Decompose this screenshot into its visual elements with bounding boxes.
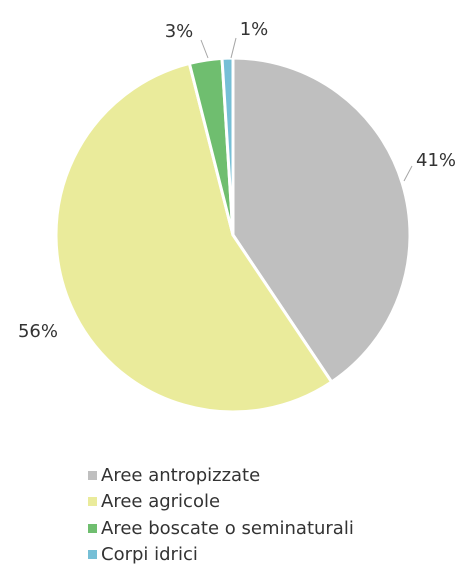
data-label: 1% xyxy=(240,19,269,40)
pie-slice-aree-antropizzate xyxy=(231,56,412,384)
data-label: 41% xyxy=(416,150,456,171)
legend-item: Aree boscate o seminaturali xyxy=(88,515,354,542)
legend-item: Aree antropizzate xyxy=(88,462,354,489)
data-label: 56% xyxy=(18,321,58,342)
legend-item: Aree agricole xyxy=(88,489,354,516)
legend: Aree antropizzate Aree agricole Aree bosca… xyxy=(88,462,354,568)
legend-label: Corpi idrici xyxy=(101,544,198,566)
legend-swatch xyxy=(88,497,97,507)
legend-item: Corpi idrici xyxy=(88,542,354,569)
legend-label: Aree antropizzate xyxy=(101,464,261,486)
leader-line xyxy=(200,39,209,59)
pie-slice-corpi-idrici xyxy=(220,56,235,237)
pie-slice-aree-agricole xyxy=(54,61,334,414)
legend-swatch xyxy=(88,550,97,560)
data-label: 3% xyxy=(165,21,194,42)
leader-line xyxy=(230,37,237,59)
legend-label: Aree agricole xyxy=(101,491,221,513)
legend-swatch xyxy=(88,470,97,480)
leader-line xyxy=(403,165,413,182)
legend-swatch xyxy=(88,523,97,533)
legend-label: Aree boscate o seminaturali xyxy=(101,517,354,539)
